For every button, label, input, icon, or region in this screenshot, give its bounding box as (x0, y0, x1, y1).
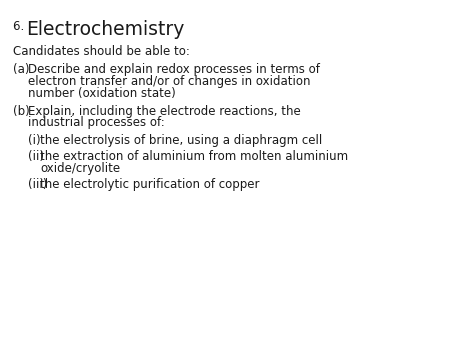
Text: Candidates should be able to:: Candidates should be able to: (13, 46, 190, 58)
Text: the electrolytic purification of copper: the electrolytic purification of copper (40, 178, 260, 191)
Text: industrial processes of:: industrial processes of: (28, 117, 165, 129)
Text: electron transfer and/or of changes in oxidation: electron transfer and/or of changes in o… (28, 75, 310, 88)
Text: Explain, including the electrode reactions, the: Explain, including the electrode reactio… (28, 105, 301, 118)
Text: oxide/cryolite: oxide/cryolite (40, 162, 120, 175)
Text: (a): (a) (13, 63, 30, 76)
Text: (b): (b) (13, 105, 30, 118)
Text: the electrolysis of brine, using a diaphragm cell: the electrolysis of brine, using a diaph… (40, 134, 322, 147)
Text: number (oxidation state): number (oxidation state) (28, 87, 176, 100)
Text: Electrochemistry: Electrochemistry (26, 20, 184, 39)
Text: (i): (i) (28, 134, 40, 147)
Text: Describe and explain redox processes in terms of: Describe and explain redox processes in … (28, 63, 320, 76)
Text: the extraction of aluminium from molten aluminium: the extraction of aluminium from molten … (40, 150, 348, 163)
Text: 6.: 6. (13, 20, 28, 33)
Text: (ii): (ii) (28, 150, 44, 163)
Text: (iii): (iii) (28, 178, 47, 191)
